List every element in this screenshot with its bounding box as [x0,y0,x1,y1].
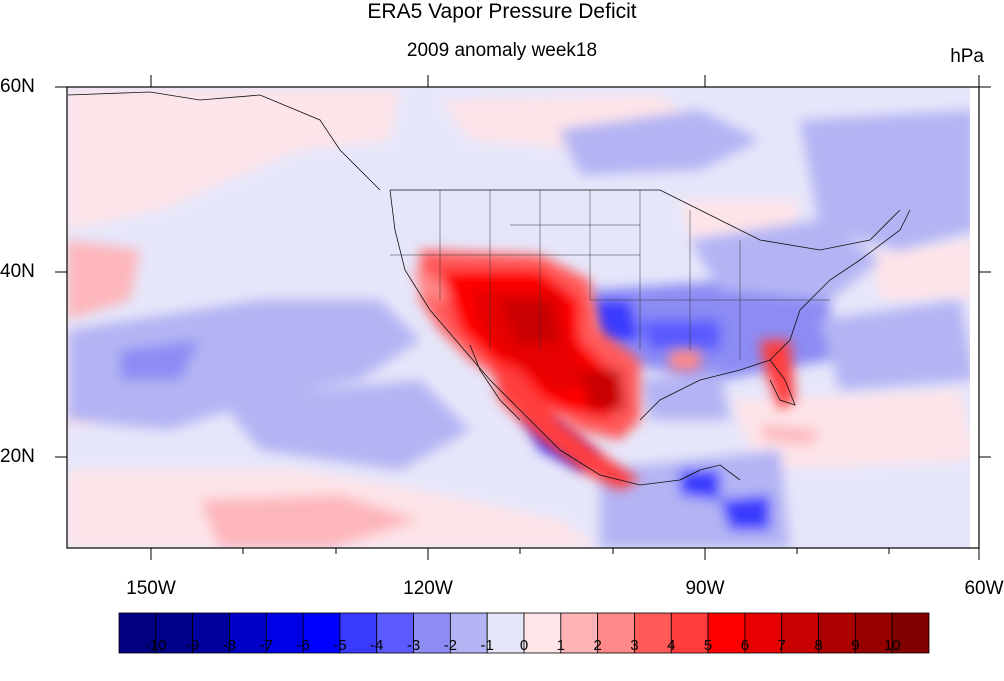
colorbar-tick-label: -4 [370,637,384,654]
colorbar-tick-label: 4 [667,637,676,654]
colorbar-tick-label: 2 [593,637,602,654]
colorbar-tick-label: 5 [703,637,713,654]
colorbar-swatch [155,612,194,654]
colorbar-tick-label: -7 [259,637,273,654]
lon-label-120w: 120W [403,578,453,599]
colorbar-tick-label: 8 [814,637,823,654]
colorbar-swatch [486,612,525,654]
colorbar-tick-label: 10 [883,637,901,654]
colorbar [118,612,930,654]
colorbar-swatch [229,612,267,654]
colorbar-tick-label: -2 [443,637,458,654]
colorbar-tick-label: 0 [519,637,529,654]
colorbar-tick-label: -3 [406,637,421,654]
colorbar-swatch [118,612,157,654]
colorbar-tick-label: -8 [222,637,237,654]
colorbar-swatch [449,612,488,654]
colorbar-swatch [818,612,856,654]
colorbar-swatch [707,612,746,654]
map-frame [66,86,980,549]
colorbar-tick-label: -1 [480,637,494,654]
units-label: hPa [950,46,984,67]
lat-label-60n: 60N [0,76,35,97]
colorbar-swatch [560,612,599,654]
lat-label-20n: 20N [0,446,35,467]
lat-label-40n: 40N [0,261,35,282]
colorbar-swatch [339,612,378,654]
state-borders [390,190,830,360]
colorbar-tick-label: 6 [740,637,750,654]
colorbar-tick-label: -10 [144,637,167,654]
chart-title: ERA5 Vapor Pressure Deficit [367,0,637,23]
anomaly-field [67,87,979,548]
lon-label-60w: 60W [964,578,1004,599]
coastlines [67,91,911,486]
colorbar-tick-label: 7 [777,637,786,654]
lon-label-150w: 150W [126,578,176,599]
colorbar-swatch [744,612,783,654]
colorbar-tick-label: -6 [296,637,310,654]
colorbar-tick-label: 9 [851,637,860,654]
chart-subtitle: 2009 anomaly week18 [406,40,598,61]
colorbar-swatch [413,612,451,654]
colorbar-swatch [854,612,893,654]
colorbar-tick-label: -9 [185,637,200,654]
colorbar-tick-label: 3 [630,637,639,654]
lon-label-90w: 90W [685,578,725,599]
colorbar-swatch [891,612,930,654]
nodata-strip [970,87,979,548]
colorbar-swatch [670,612,709,654]
colorbar-tick-label: 1 [556,637,565,654]
colorbar-swatch [523,612,562,654]
colorbar-swatch [634,612,672,654]
colorbar-tick-label: -5 [333,637,347,654]
tick-marks [55,75,991,560]
colorbar-swatch [302,612,341,654]
